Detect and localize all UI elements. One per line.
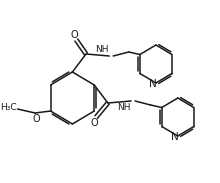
Text: N: N <box>149 79 157 89</box>
Text: H₃C: H₃C <box>0 104 17 113</box>
Text: NH: NH <box>95 46 108 55</box>
Text: O: O <box>71 30 78 40</box>
Text: N: N <box>171 132 179 142</box>
Text: O: O <box>32 114 40 124</box>
Text: NH: NH <box>117 102 130 111</box>
Text: O: O <box>90 118 98 128</box>
